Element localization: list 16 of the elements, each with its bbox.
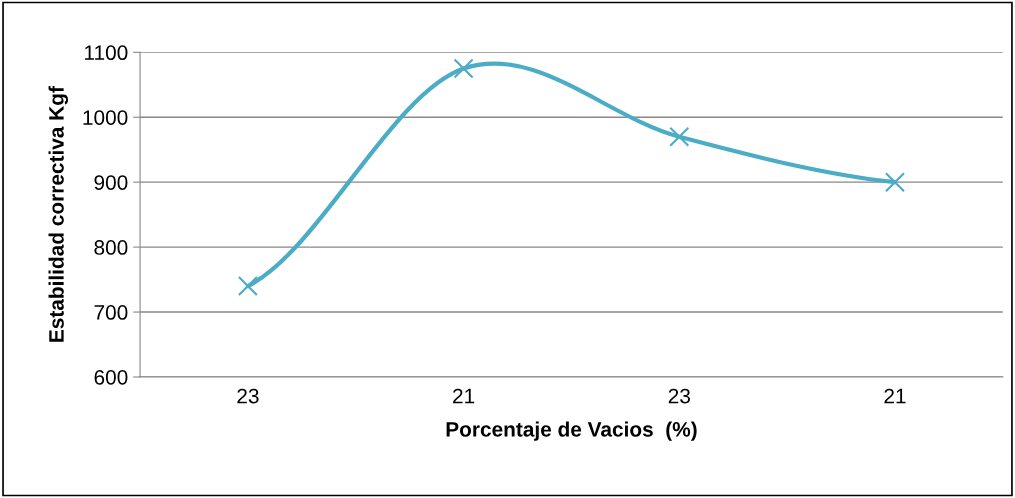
y-tick-label: 1000 xyxy=(83,110,128,125)
y-tick-label: 600 xyxy=(94,369,128,385)
x-tick-label: 21 xyxy=(453,388,475,404)
point xyxy=(237,276,258,297)
y-tick-label: 800 xyxy=(94,240,128,255)
point xyxy=(669,126,690,147)
x-tick-label: 23 xyxy=(668,388,690,404)
point xyxy=(884,172,906,193)
y-tick-label: 900 xyxy=(94,175,128,190)
point xyxy=(453,58,474,79)
y-axis-title: Estabilidad correctiva Kgf xyxy=(48,86,69,342)
y-tick-label: 1100 xyxy=(85,45,128,61)
x-tick-label: 23 xyxy=(237,388,259,404)
x-tick-label: 21 xyxy=(884,388,906,404)
x-axis-title: Porcentaje de Vacios (%) xyxy=(446,421,697,441)
y-tick-label: 700 xyxy=(94,305,128,320)
